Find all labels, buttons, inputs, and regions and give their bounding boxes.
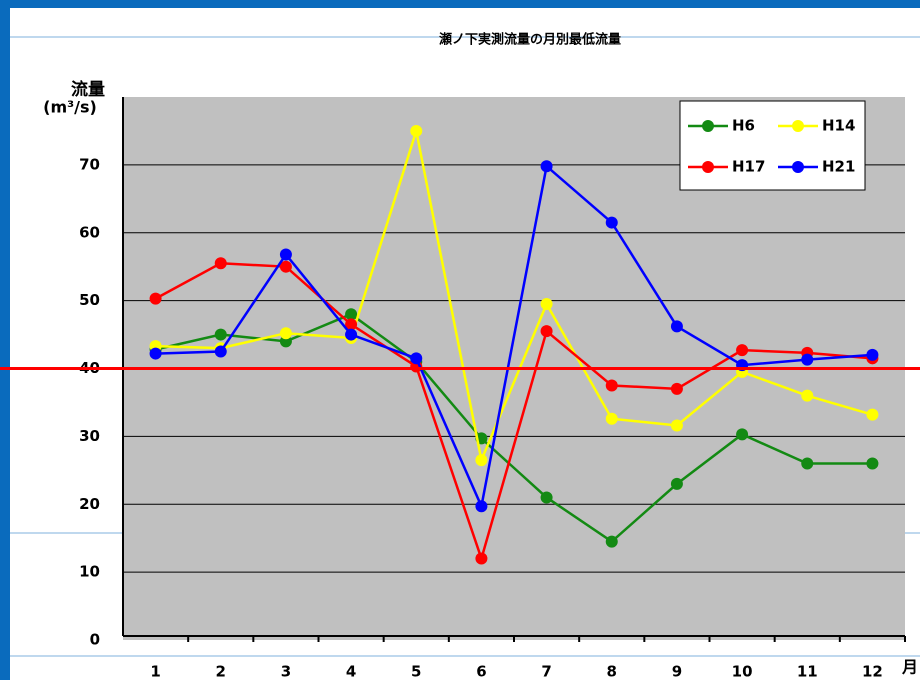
series-line [154, 262, 873, 563]
y-tick-label: 70 [79, 155, 100, 173]
legend-label: H14 [822, 117, 855, 135]
data-point [866, 457, 879, 470]
left-frame [0, 0, 10, 680]
data-point [475, 500, 488, 513]
x-tick-label: 9 [672, 663, 682, 681]
data-point [540, 298, 553, 311]
data-point [149, 292, 162, 305]
x-tick-label: 3 [281, 663, 291, 681]
legend-marker [702, 161, 714, 173]
x-tick-label: 4 [346, 663, 356, 681]
data-point [736, 344, 749, 357]
data-point [345, 308, 358, 321]
data-point [605, 216, 618, 229]
x-tick-label: 1 [150, 663, 160, 681]
top-frame [0, 0, 920, 8]
data-point [410, 352, 423, 365]
data-point [345, 328, 358, 341]
data-point [736, 428, 749, 441]
data-point [279, 248, 292, 261]
y-tick-label: 20 [79, 495, 100, 513]
data-point [214, 328, 227, 341]
data-point [670, 320, 683, 333]
x-tick-label: 8 [607, 663, 617, 681]
series-line [155, 312, 873, 544]
data-point [670, 382, 683, 395]
data-point [801, 457, 814, 470]
legend-marker [702, 120, 714, 132]
x-tick-label: 6 [476, 663, 486, 681]
data-point [670, 477, 683, 490]
legend-box [679, 100, 866, 191]
y-axis-label: 流量 [71, 79, 105, 100]
x-axis-label: 月 [901, 658, 918, 677]
y-tick-label: 10 [79, 563, 100, 581]
y-axis-unit: (m³/s) [43, 98, 97, 117]
data-point [866, 348, 879, 361]
x-tick-label: 7 [541, 663, 551, 681]
data-point [214, 257, 227, 270]
data-point [279, 260, 292, 273]
legend-label: H21 [822, 158, 855, 176]
x-tick-label: 12 [862, 663, 883, 681]
x-tick-label: 11 [797, 663, 818, 681]
legend-marker [792, 161, 804, 173]
x-tick-label: 10 [732, 663, 753, 681]
x-tick-label: 2 [216, 663, 226, 681]
y-tick-label: 60 [79, 223, 100, 241]
data-point [279, 327, 292, 340]
data-point [605, 379, 618, 392]
data-point [540, 491, 553, 504]
x-tick-label: 5 [411, 663, 421, 681]
data-point [801, 353, 814, 366]
data-point [866, 408, 879, 421]
data-point [149, 347, 162, 360]
data-point [475, 454, 488, 467]
series-line [155, 163, 873, 511]
legend-label: H17 [732, 158, 765, 176]
legend-label: H6 [732, 117, 755, 135]
data-point [670, 419, 683, 432]
data-point [801, 389, 814, 402]
data-point [540, 160, 553, 173]
y-tick-label: 30 [79, 427, 100, 445]
data-point [410, 124, 423, 137]
data-point [475, 552, 488, 565]
data-point [214, 345, 227, 358]
data-point [605, 535, 618, 548]
chart-title: 瀬ノ下実測流量の月別最低流量 [439, 32, 621, 48]
y-tick-label: 0 [90, 631, 100, 649]
data-point [345, 318, 358, 331]
series-line [155, 130, 873, 465]
data-point [605, 412, 618, 425]
legend-marker [792, 120, 804, 132]
data-point [540, 325, 553, 338]
y-tick-label: 50 [79, 291, 100, 309]
